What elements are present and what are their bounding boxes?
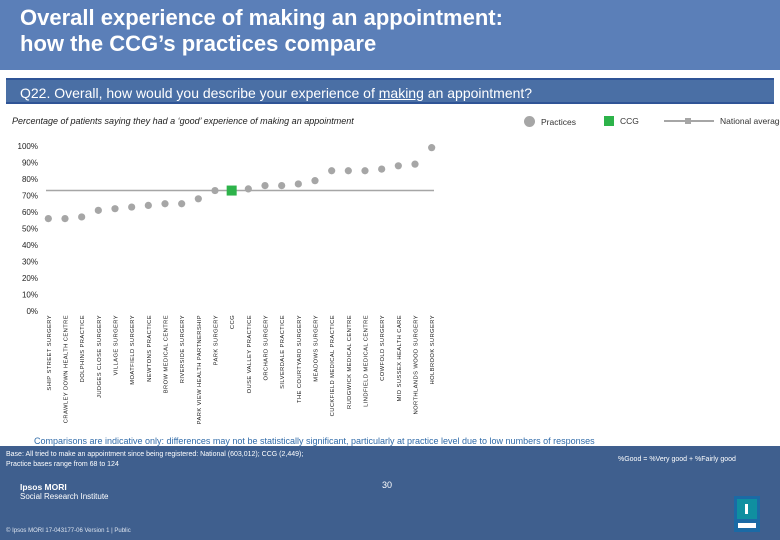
category-label: LINDFIELD MEDICAL CENTRE (364, 315, 370, 407)
practice-point (411, 160, 419, 168)
y-tick-label: 70% (22, 192, 38, 201)
practice-point (244, 185, 252, 193)
category-label: NEWTONS PRACTICE (147, 315, 153, 382)
y-tick-label: 20% (22, 274, 38, 283)
category-label: NORTHLANDS WOOD SURGERY (414, 315, 420, 415)
practice-point (128, 203, 136, 211)
y-tick-label: 40% (22, 241, 38, 250)
category-label: JUDGES CLOSE SURGERY (97, 315, 103, 398)
chart: 0% 10% 20% 30% 40% 50% 60% 70% 80% 90% 100% SHIP ST… (18, 142, 437, 424)
credit-line: © Ipsos MORI 17-043177-06 Version 1 | Pu… (6, 528, 131, 534)
practice-point (344, 167, 352, 175)
category-label: CRAWLEY DOWN HEALTH CENTRE (64, 315, 70, 423)
category-label: PARK SURGERY (214, 315, 220, 365)
ipsos-logo-icon (734, 496, 760, 532)
practice-dot-icon (524, 116, 535, 127)
y-tick-label: 80% (22, 175, 38, 184)
chart-subtitle: Percentage of patients saying they had a… (12, 116, 354, 126)
y-tick-label: 90% (22, 159, 38, 168)
legend-national-label: National average (720, 116, 780, 126)
practice-point (311, 177, 319, 185)
category-label: VILLAGE SURGERY (114, 315, 120, 375)
question-band: Q22. Overall, how would you describe you… (6, 78, 774, 104)
legend-practices-label: Practices (541, 116, 576, 127)
y-tick-label: 60% (22, 208, 38, 217)
legend-national: National average (664, 116, 780, 126)
category-label: RIVERSIDE SURGERY (180, 315, 186, 383)
category-label: HOLBROOK SURGERY (430, 315, 436, 384)
question-prefix: Q22. Overall, how would you describe you… (20, 85, 379, 101)
category-label: MEADOWS SURGERY (314, 315, 320, 382)
practice-point (111, 205, 119, 213)
category-label: CUCKFIELD MEDICAL PRACTICE (330, 315, 336, 416)
practice-point (394, 162, 402, 170)
category-label: SHIP STREET SURGERY (47, 315, 53, 391)
brand-subtitle: Social Research Institute (20, 492, 109, 501)
brand-name: Ipsos MORI (20, 482, 67, 492)
question-text: Q22. Overall, how would you describe you… (20, 84, 532, 102)
question-emphasis: making (378, 85, 424, 101)
practice-point (78, 213, 86, 221)
page-number: 30 (382, 480, 393, 490)
practice-point (61, 215, 69, 223)
practice-point (261, 182, 269, 190)
ccg-square-icon (604, 116, 614, 126)
comparison-note: Comparisons are indicative only: differe… (34, 436, 595, 446)
category-label: BROW MEDICAL CENTRE (164, 315, 170, 393)
legend-ccg: CCG (604, 116, 639, 126)
base-line-1: Base: All tried to make an appointment s… (6, 451, 304, 458)
title-line-1: Overall experience of making an appointm… (20, 5, 503, 30)
category-label: MID SUSSEX HEALTH CARE (397, 315, 403, 401)
practice-point (211, 186, 219, 195)
ccg-point (226, 185, 237, 196)
title-line-2: how the CCG’s practices compare (20, 31, 377, 56)
category-label: MOATFIELD SURGERY (130, 315, 136, 385)
practice-point (44, 215, 52, 223)
question-suffix: an appointment? (423, 85, 533, 101)
practice-point (361, 167, 369, 175)
category-label: PARK VIEW HEALTH PARTNERSHIP (197, 315, 203, 424)
national-line-icon (664, 118, 714, 124)
practice-point (328, 167, 336, 175)
ipsos-mori-brand: Ipsos MORI Social Research Institute (20, 482, 109, 501)
category-label: COWFOLD SURGERY (380, 315, 386, 381)
page-title: Overall experience of making an appointm… (20, 5, 720, 57)
practice-point (194, 195, 202, 203)
y-tick-label: 50% (22, 225, 38, 234)
category-label: DOLPHINS PRACTICE (80, 315, 86, 382)
y-tick-label: 0% (26, 307, 38, 316)
title-band: Overall experience of making an appointm… (0, 0, 780, 70)
practice-point (161, 200, 169, 208)
legend-practices: Practices (524, 116, 576, 127)
base-text: Base: All tried to make an appointment s… (6, 450, 366, 470)
practice-point (428, 144, 436, 152)
category-label: CCG (230, 315, 236, 329)
practice-point (144, 201, 152, 209)
y-tick-label: 100% (18, 142, 38, 151)
legend-ccg-label: CCG (620, 116, 639, 126)
practice-point (178, 200, 186, 208)
practice-point (378, 165, 386, 173)
y-tick-label: 30% (22, 258, 38, 267)
category-label: SILVERDALE PRACTICE (280, 315, 286, 389)
footer: Base: All tried to make an appointment s… (0, 446, 780, 540)
category-label: OUSE VALLEY PRACTICE (247, 315, 253, 393)
practice-point (294, 180, 302, 188)
y-tick-label: 10% (22, 291, 38, 300)
category-label: RUDGWICK MEDICAL CENTRE (347, 315, 353, 409)
base-line-2: Practice bases range from 68 to 124 (6, 461, 119, 468)
category-label: ORCHARD SURGERY (264, 315, 270, 380)
good-definition: %Good = %Very good + %Fairly good (618, 456, 736, 463)
category-label: THE COURTYARD SURGERY (297, 315, 303, 403)
practice-point (94, 206, 102, 214)
practice-point (278, 182, 286, 190)
